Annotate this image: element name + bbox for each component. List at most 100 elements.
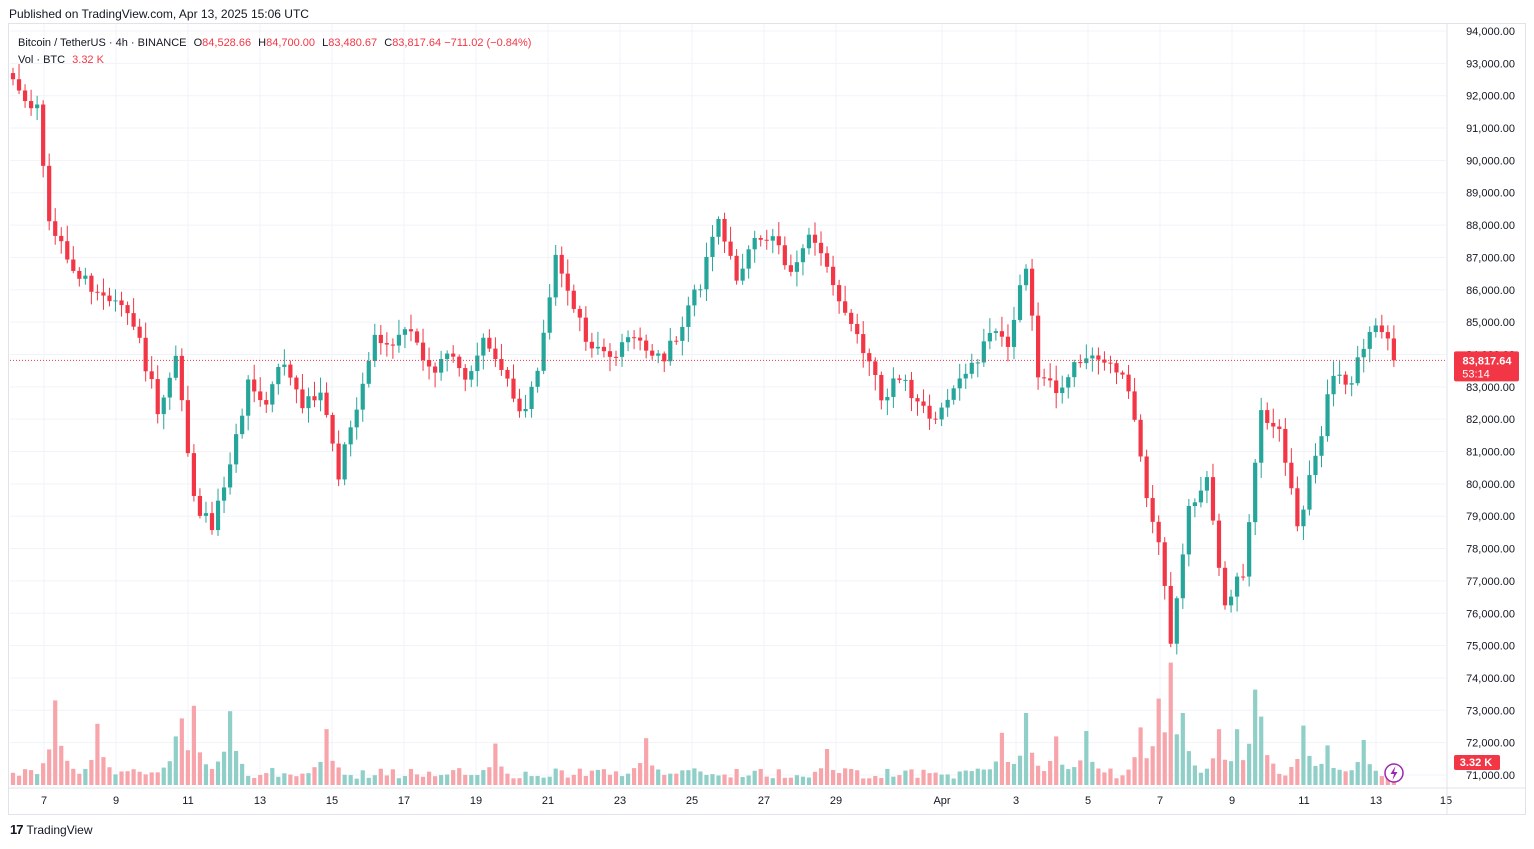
volume-bar — [1307, 755, 1312, 785]
candle-body — [511, 378, 516, 399]
volume-bar — [1247, 743, 1252, 785]
volume-label[interactable]: Vol · BTC — [18, 54, 66, 66]
volume-bar — [493, 743, 498, 785]
candle-body — [571, 290, 576, 309]
price-tick-label: 85,000.00 — [1466, 317, 1515, 329]
lightning-icon[interactable] — [1384, 763, 1404, 783]
time-tick-label: 11 — [1298, 795, 1309, 807]
candle-body — [855, 323, 860, 335]
volume-bar — [577, 768, 582, 785]
candle-body — [517, 398, 522, 412]
time-tick-label: 9 — [1229, 795, 1235, 807]
candle-body — [1295, 488, 1300, 527]
candle-body — [601, 346, 607, 352]
candle-body — [843, 301, 848, 313]
chart-legend: Bitcoin / TetherUS · 4h · BINANCE O84,52… — [18, 35, 531, 69]
time-tick-label: 19 — [470, 795, 482, 807]
candle-body — [1241, 576, 1246, 578]
candle-body — [1192, 502, 1197, 507]
candle-body — [650, 350, 655, 356]
volume-bar — [306, 773, 311, 785]
candle-body — [1120, 372, 1125, 375]
volume-bar — [1259, 716, 1264, 785]
low-value: 83,480.67 — [328, 37, 378, 49]
candle-body — [227, 464, 233, 488]
volume-bar — [1096, 768, 1101, 785]
volume-bar — [384, 775, 389, 785]
time-tick-label: 17 — [398, 795, 410, 807]
candle-body — [469, 371, 474, 380]
volume-bar — [987, 769, 992, 785]
volume-bar — [963, 770, 968, 785]
published-caption: Published on TradingView.com, Apr 13, 20… — [9, 7, 309, 21]
candle-body — [354, 409, 359, 428]
volume-bar — [758, 769, 763, 785]
volume-bar — [372, 775, 377, 785]
volume-bar — [710, 774, 715, 785]
candle-body — [963, 373, 968, 379]
candle-body — [1054, 380, 1059, 394]
volume-bar — [264, 773, 269, 785]
candle-body — [686, 305, 691, 327]
volume-bar — [360, 770, 365, 785]
volume-bar — [999, 732, 1005, 785]
candle-body — [408, 329, 414, 332]
candle-body — [384, 343, 389, 345]
volume-bar — [197, 752, 203, 785]
volume-bar — [1156, 698, 1161, 785]
candle-body — [680, 326, 685, 341]
volume-bar — [722, 774, 727, 785]
volume-bar — [1337, 769, 1342, 785]
volume-bar — [867, 778, 872, 785]
candle-body — [885, 396, 890, 401]
candle-body — [1150, 498, 1155, 522]
volume-bar — [240, 763, 245, 785]
tradingview-logo-icon[interactable]: 17 — [10, 822, 24, 837]
candle-body — [191, 453, 196, 496]
candle-body — [1138, 419, 1143, 457]
volume-bar — [1005, 761, 1011, 785]
volume-bar — [1090, 761, 1095, 785]
candle-body — [35, 104, 40, 109]
change-value: −711.02 (−0.84%) — [444, 37, 532, 49]
price-tick-label: 89,000.00 — [1466, 188, 1515, 200]
candle-body — [734, 255, 739, 281]
candle-body — [1144, 456, 1149, 499]
candle-body — [824, 253, 830, 267]
volume-bar — [414, 774, 420, 785]
candle-body — [451, 353, 456, 357]
price-tick-label: 82,000.00 — [1466, 414, 1515, 426]
volume-bar — [879, 778, 884, 785]
candle-body — [987, 332, 992, 342]
volume-bar — [638, 763, 643, 785]
last-price-label: 83,817.64 — [1463, 355, 1513, 367]
volume-bar — [1066, 769, 1071, 785]
volume-bar — [312, 767, 317, 785]
price-tick-label: 83,000.00 — [1466, 382, 1515, 394]
brand-name[interactable]: TradingView — [26, 822, 93, 837]
volume-bar — [475, 774, 480, 785]
candle-body — [638, 337, 643, 341]
volume-bar — [276, 776, 281, 785]
candle-body — [1349, 383, 1354, 385]
candle-body — [1126, 374, 1131, 392]
volume-bar — [951, 778, 956, 785]
candle-body — [553, 254, 558, 298]
volume-bar — [1289, 766, 1294, 785]
candle-body — [909, 379, 914, 399]
candle-body — [746, 249, 751, 269]
volume-bar — [354, 778, 359, 785]
candle-body — [981, 341, 986, 363]
volume-label-box — [1454, 755, 1500, 770]
volume-bar — [457, 768, 462, 785]
candle-body — [1090, 355, 1095, 359]
last-volume-label: 3.32 K — [1460, 757, 1492, 769]
volume-bar — [812, 771, 818, 785]
volume-bar — [1241, 760, 1246, 785]
candle-body — [1325, 394, 1330, 437]
volume-bar — [1060, 764, 1065, 785]
candle-body — [185, 400, 190, 454]
time-tick-label: 5 — [1085, 795, 1091, 807]
symbol-label[interactable]: Bitcoin / TetherUS · 4h · BINANCE — [18, 37, 187, 49]
